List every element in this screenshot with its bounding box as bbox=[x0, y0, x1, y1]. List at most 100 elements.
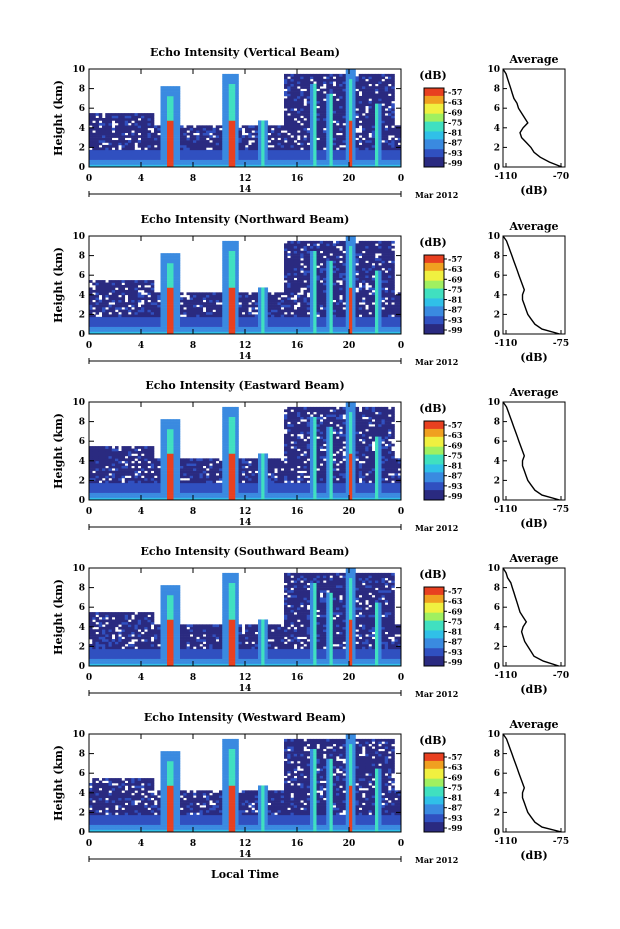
heatmap-cell bbox=[371, 120, 376, 124]
heatmap-cell bbox=[365, 275, 369, 278]
heatmap-cell bbox=[222, 267, 226, 271]
heatmap-cell bbox=[397, 157, 402, 160]
heatmap-cell bbox=[352, 69, 356, 72]
heatmap-cell bbox=[375, 122, 379, 126]
heatmap-cell bbox=[345, 260, 350, 264]
heatmap-cell bbox=[222, 294, 226, 298]
heatmap-cell bbox=[306, 319, 311, 323]
heatmap-cell bbox=[212, 152, 217, 156]
heatmap-cell bbox=[290, 162, 295, 165]
heatmap-cell bbox=[89, 287, 93, 291]
heatmap-cell bbox=[215, 149, 220, 153]
heatmap-cell bbox=[176, 125, 181, 129]
heatmap-cell bbox=[339, 270, 343, 274]
heatmap-cell bbox=[326, 76, 330, 80]
heatmap-cell bbox=[199, 162, 204, 165]
heatmap-cell bbox=[303, 275, 308, 278]
heatmap-cell bbox=[313, 147, 317, 151]
heatmap-cell bbox=[293, 280, 298, 283]
heatmap-cell bbox=[355, 135, 360, 138]
heatmap-cell bbox=[339, 86, 343, 89]
heatmap-cell bbox=[293, 255, 298, 259]
heatmap-cell bbox=[355, 152, 360, 156]
heatmap-cell bbox=[108, 137, 113, 141]
heatmap-cell bbox=[89, 321, 93, 325]
heatmap-cell bbox=[115, 316, 119, 320]
heatmap-cell bbox=[150, 144, 155, 148]
heatmap-cell bbox=[365, 86, 369, 89]
heatmap-cell bbox=[176, 164, 181, 168]
heatmap-cell bbox=[329, 331, 334, 335]
heatmap-cell bbox=[163, 253, 168, 256]
heatmap-cell bbox=[271, 321, 275, 325]
heatmap-cell bbox=[397, 144, 402, 148]
heatmap-cell bbox=[228, 164, 233, 168]
heatmap-cell bbox=[150, 329, 155, 332]
heatmap-cell bbox=[280, 316, 285, 320]
heatmap-cell bbox=[290, 157, 295, 160]
heatmap-cell bbox=[98, 304, 103, 308]
heatmap-cell bbox=[199, 299, 204, 303]
heatmap-cell bbox=[128, 149, 132, 153]
heatmap-cell bbox=[378, 78, 382, 82]
heatmap-cell bbox=[92, 118, 96, 121]
heatmap-cell bbox=[300, 142, 304, 146]
heatmap-cell bbox=[111, 142, 116, 146]
heatmap-cell bbox=[160, 162, 165, 165]
heatmap-cell bbox=[300, 285, 304, 288]
heatmap-cell bbox=[362, 105, 366, 109]
heatmap-cell bbox=[89, 120, 93, 124]
heatmap-cell bbox=[105, 144, 109, 148]
heatmap-cell bbox=[225, 316, 230, 320]
heatmap-cell bbox=[108, 154, 113, 158]
heatmap-cell bbox=[258, 162, 262, 165]
heatmap-cell bbox=[228, 326, 233, 330]
heatmap-cell bbox=[332, 110, 337, 114]
heatmap-cell bbox=[225, 95, 230, 99]
heatmap-cell bbox=[313, 299, 317, 303]
heatmap-cell bbox=[329, 78, 334, 82]
heatmap-cell bbox=[332, 292, 337, 296]
heatmap-cell bbox=[358, 319, 363, 323]
heatmap-cell bbox=[141, 314, 145, 318]
heatmap-cell bbox=[225, 113, 230, 116]
heatmap-cell bbox=[388, 81, 392, 84]
heatmap-cell bbox=[105, 292, 109, 296]
heatmap-cell bbox=[384, 304, 389, 308]
colorbar-tick-label: -57 bbox=[448, 87, 462, 97]
heatmap-cell bbox=[232, 309, 236, 313]
heatmap-cell bbox=[358, 105, 363, 109]
heatmap-cell bbox=[326, 105, 330, 109]
heatmap-cell bbox=[323, 326, 327, 330]
heatmap-cell bbox=[381, 144, 386, 148]
heatmap-cell bbox=[388, 326, 392, 330]
heatmap-cell bbox=[98, 307, 103, 310]
heatmap-cell bbox=[355, 277, 360, 281]
heatmap-cell bbox=[381, 91, 386, 94]
heatmap-cell bbox=[108, 297, 113, 300]
heatmap-cell bbox=[362, 282, 366, 286]
colorbar-step bbox=[424, 101, 444, 105]
heatmap-cell bbox=[235, 88, 239, 92]
heatmap-cell bbox=[336, 100, 340, 104]
heatmap-cell bbox=[232, 324, 236, 327]
heatmap-cell bbox=[98, 159, 103, 163]
heatmap-cell bbox=[264, 321, 269, 325]
heatmap-cell bbox=[264, 142, 269, 146]
heatmap-cell bbox=[183, 321, 187, 325]
heatmap-cell bbox=[313, 262, 317, 266]
heatmap-cell bbox=[176, 331, 181, 335]
heatmap-cell bbox=[319, 144, 324, 148]
heatmap-cell bbox=[141, 329, 145, 332]
heatmap-cell bbox=[284, 316, 288, 320]
heatmap-cell bbox=[303, 245, 308, 249]
heatmap-cell bbox=[121, 329, 126, 332]
heatmap-cell bbox=[306, 147, 311, 151]
heatmap-cell bbox=[303, 108, 308, 111]
heatmap-cell bbox=[329, 132, 334, 136]
heatmap-cell bbox=[128, 326, 132, 330]
heatmap-cell bbox=[323, 142, 327, 146]
heatmap-cell bbox=[323, 324, 327, 327]
heatmap-cell bbox=[254, 154, 259, 158]
heatmap-cell bbox=[280, 159, 285, 163]
